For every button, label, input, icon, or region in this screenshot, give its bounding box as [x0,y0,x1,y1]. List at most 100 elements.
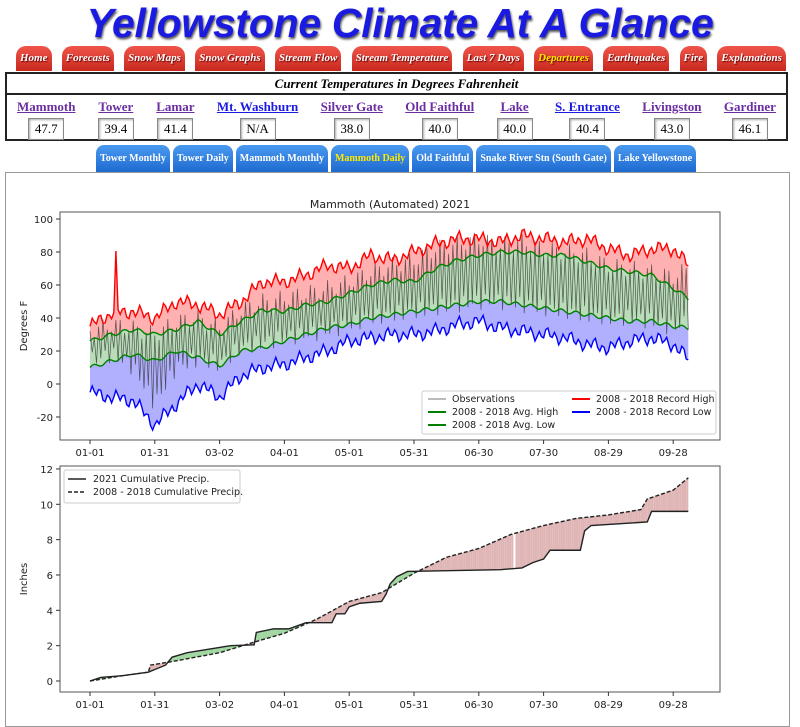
subnav-tab-mammoth-monthly[interactable]: Mammoth Monthly [235,145,328,172]
below-normal-fill [586,517,589,530]
above-normal-fill [411,571,414,575]
precip-legend: 2021 Cumulative Precip. 2008 - 2018 Cumul… [63,469,243,504]
nav-tab-earthquakes[interactable]: Earthquakes [603,46,670,71]
above-normal-fill [176,655,179,661]
station-link[interactable]: Old Faithful [405,99,475,114]
below-normal-fill [623,512,626,524]
below-normal-fill [483,545,486,571]
observations-line [89,232,689,409]
above-normal-fill [172,656,175,662]
nav-tab-explanations[interactable]: Explanations [717,46,786,71]
below-normal-fill [619,512,622,524]
below-normal-fill [681,481,684,512]
subnav-tab-tower-monthly[interactable]: Tower Monthly [96,145,170,172]
below-normal-fill [148,665,151,673]
station-old-faithful: Old Faithful 40.0 [405,99,474,140]
below-normal-fill [606,514,609,525]
avg-low-line [89,298,689,368]
below-normal-fill [489,542,492,570]
below-normal-fill [541,525,544,560]
below-normal-fill [547,524,551,554]
below-normal-fill [491,541,494,570]
below-normal-fill [522,530,525,568]
nav-tab-fire[interactable]: Fire [679,46,708,71]
below-normal-fill [655,495,659,512]
station-link[interactable]: Tower [98,99,134,114]
record-high-band [90,229,689,342]
above-normal-fill [198,650,201,657]
station-link[interactable]: Silver Gate [320,99,383,114]
y-tick-label: 60 [40,281,53,292]
below-normal-fill [355,599,358,605]
y-tick-label: 20 [40,347,53,358]
nav-tab-forecasts[interactable]: Forecasts [61,46,114,71]
subnav-tab-tower-daily[interactable]: Tower Daily [172,145,233,172]
below-normal-fill [604,515,607,525]
x-tick-label: 08-29 [594,448,623,459]
below-normal-fill [660,493,663,512]
below-normal-fill [353,599,356,606]
below-normal-fill [539,526,542,561]
subnav-tab-mammoth-daily[interactable]: Mammoth Daily [330,145,410,172]
below-normal-fill [625,511,628,524]
below-normal-fill [500,538,503,570]
station-link[interactable]: S. Entrance [554,99,620,114]
above-normal-fill [262,630,265,640]
above-normal-fill [215,647,218,654]
below-normal-fill [673,488,676,512]
nav-tab-departures[interactable]: Departures [534,46,593,71]
station-link[interactable]: Gardiner [723,99,776,114]
station-link[interactable]: Mammoth [17,99,76,114]
below-normal-fill [642,502,646,523]
nav-tab-stream-temperature[interactable]: Stream Temperature [351,46,453,71]
above-normal-fill [200,650,203,657]
station-link[interactable]: Lake [500,99,529,114]
subnav-tab-lake-yellowstone[interactable]: Lake Yellowstone [613,145,697,172]
below-normal-fill [621,512,624,524]
station-link[interactable]: Livingston [642,99,702,114]
subnav-tab-old-faithful[interactable]: Old Faithful [412,145,474,172]
below-normal-fill [610,514,613,525]
subnav-tab-snake-river-stn-south-gate-[interactable]: Snake River Stn (South Gate) [476,145,611,172]
below-normal-fill [554,522,557,551]
y-tick-label: 6 [47,571,53,582]
below-normal-fill [534,527,538,562]
legend-box [421,390,717,435]
nav-tab-snow-maps[interactable]: Snow Maps [124,46,185,71]
nav-tab-last-7-days[interactable]: Last 7 Days [462,46,524,71]
station-temperature: 40.4 [569,118,606,140]
below-normal-fill [608,514,611,525]
nav-tab-home[interactable]: Home [16,46,52,71]
station-link[interactable]: Mt. Washburn [216,99,299,114]
x-tick-label: 05-01 [335,700,364,711]
below-normal-fill [651,496,654,512]
below-normal-fill [595,516,598,526]
legend-label: 2008 - 2018 Cumulative Precip. [93,487,243,498]
nav-tab-stream-flow[interactable]: Stream Flow [274,46,342,71]
station-temperature: 43.0 [653,118,690,140]
below-normal-fill [377,593,380,602]
below-normal-fill [519,531,522,569]
above-normal-fill [405,571,408,579]
above-normal-fill [275,628,278,636]
below-normal-fill [671,490,674,512]
station-temperature: 47.7 [28,118,65,140]
below-normal-fill [578,517,581,551]
station-temperature: 41.4 [157,118,194,140]
below-normal-fill [528,529,531,565]
stations-row: Mammoth 47.7 Tower 39.4 Lamar 41.4 Mt. Washbur… [7,95,786,140]
nav-tab-snow-graphs[interactable]: Snow Graphs [195,46,265,71]
station-link[interactable]: Lamar [156,99,195,114]
below-normal-fill [509,534,512,569]
below-normal-fill [515,532,518,569]
below-normal-fill [442,558,445,571]
station-s-entrance: S. Entrance 40.4 [555,99,620,140]
x-tick-label: 08-29 [594,700,623,711]
main-nav: Home Forecasts Snow Maps Snow Graphs Stream … [16,46,786,71]
station-mammoth: Mammoth 47.7 [17,99,76,140]
station-temperature: N/A [239,118,276,140]
above-normal-fill [271,628,274,638]
y-tick-label: 80 [40,248,53,259]
y-tick-label: 10 [40,500,53,511]
below-normal-fill [588,516,592,528]
